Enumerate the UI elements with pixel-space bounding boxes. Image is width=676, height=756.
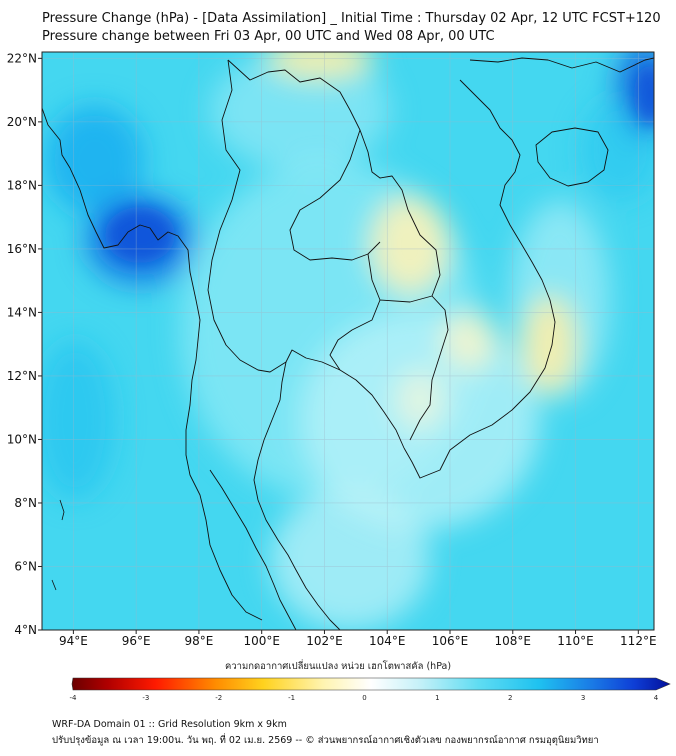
lat-tick-label: 10°N bbox=[7, 432, 37, 446]
colorbar-tick-label: -4 bbox=[70, 694, 78, 702]
colorbar bbox=[71, 677, 671, 691]
lat-tick-label: 8°N bbox=[14, 496, 37, 510]
andaman-islands bbox=[51, 499, 65, 591]
graticule bbox=[42, 52, 654, 630]
colorbar-tick-label: -2 bbox=[215, 694, 222, 702]
lon-tick-label: 94°E bbox=[59, 634, 88, 648]
chart-subtitle: Pressure change between Fri 03 Apr, 00 U… bbox=[42, 29, 495, 44]
lon-tick-label: 112°E bbox=[620, 634, 657, 648]
lon-tick-label: 98°E bbox=[184, 634, 213, 648]
footer-line-1: WRF-DA Domain 01 :: Grid Resolution 9km … bbox=[52, 719, 287, 730]
latitude-axis: 22°N 20°N 18°N 16°N 14°N 12°N 10°N 8°N 6°N 4°N bbox=[7, 51, 42, 637]
footer-line-2: ปรับปรุงข้อมูล ณ เวลา 19:00น. วัน พฤ. ที… bbox=[52, 735, 599, 746]
colorbar-tick-label: -1 bbox=[288, 694, 295, 702]
colorbar-tick-label: -3 bbox=[142, 694, 149, 702]
lat-tick-label: 12°N bbox=[7, 369, 37, 383]
lat-tick-label: 22°N bbox=[7, 51, 37, 65]
chart-title: Pressure Change (hPa) - [Data Assimilati… bbox=[42, 11, 661, 26]
lat-tick-label: 14°N bbox=[7, 305, 37, 319]
colorbar-tick-label: 4 bbox=[654, 694, 659, 702]
colorbar-tick-label: 0 bbox=[362, 694, 366, 702]
colorbar-label: ความกดอากาศเปลี่ยนแปลง หน่วย เฮกโตพาสคัล… bbox=[224, 661, 452, 672]
lat-tick-label: 18°N bbox=[7, 178, 37, 192]
lon-tick-label: 100°E bbox=[243, 634, 280, 648]
lat-tick-label: 20°N bbox=[7, 115, 37, 129]
map-frame bbox=[41, 51, 655, 631]
colorbar-tick-label: 1 bbox=[435, 694, 439, 702]
pressure-field bbox=[42, 52, 654, 630]
lon-tick-label: 110°E bbox=[557, 634, 594, 648]
lon-tick-label: 108°E bbox=[495, 634, 532, 648]
coastlines bbox=[42, 57, 654, 630]
lon-tick-label: 96°E bbox=[122, 634, 151, 648]
colorbar-tick-label: 2 bbox=[508, 694, 512, 702]
lon-tick-label: 104°E bbox=[369, 634, 406, 648]
longitude-axis: 94°E 96°E 98°E 100°E 102°E 104°E 106°E 108°E 110… bbox=[59, 630, 657, 648]
lon-tick-label: 102°E bbox=[306, 634, 343, 648]
lat-tick-label: 16°N bbox=[7, 242, 37, 256]
colorbar-tick-label: 3 bbox=[581, 694, 585, 702]
colorbar-ticks: -4 -3 -2 -1 0 1 2 3 4 bbox=[70, 694, 659, 702]
lon-tick-label: 106°E bbox=[432, 634, 469, 648]
lat-tick-label: 6°N bbox=[14, 559, 37, 573]
lat-tick-label: 4°N bbox=[14, 623, 37, 637]
